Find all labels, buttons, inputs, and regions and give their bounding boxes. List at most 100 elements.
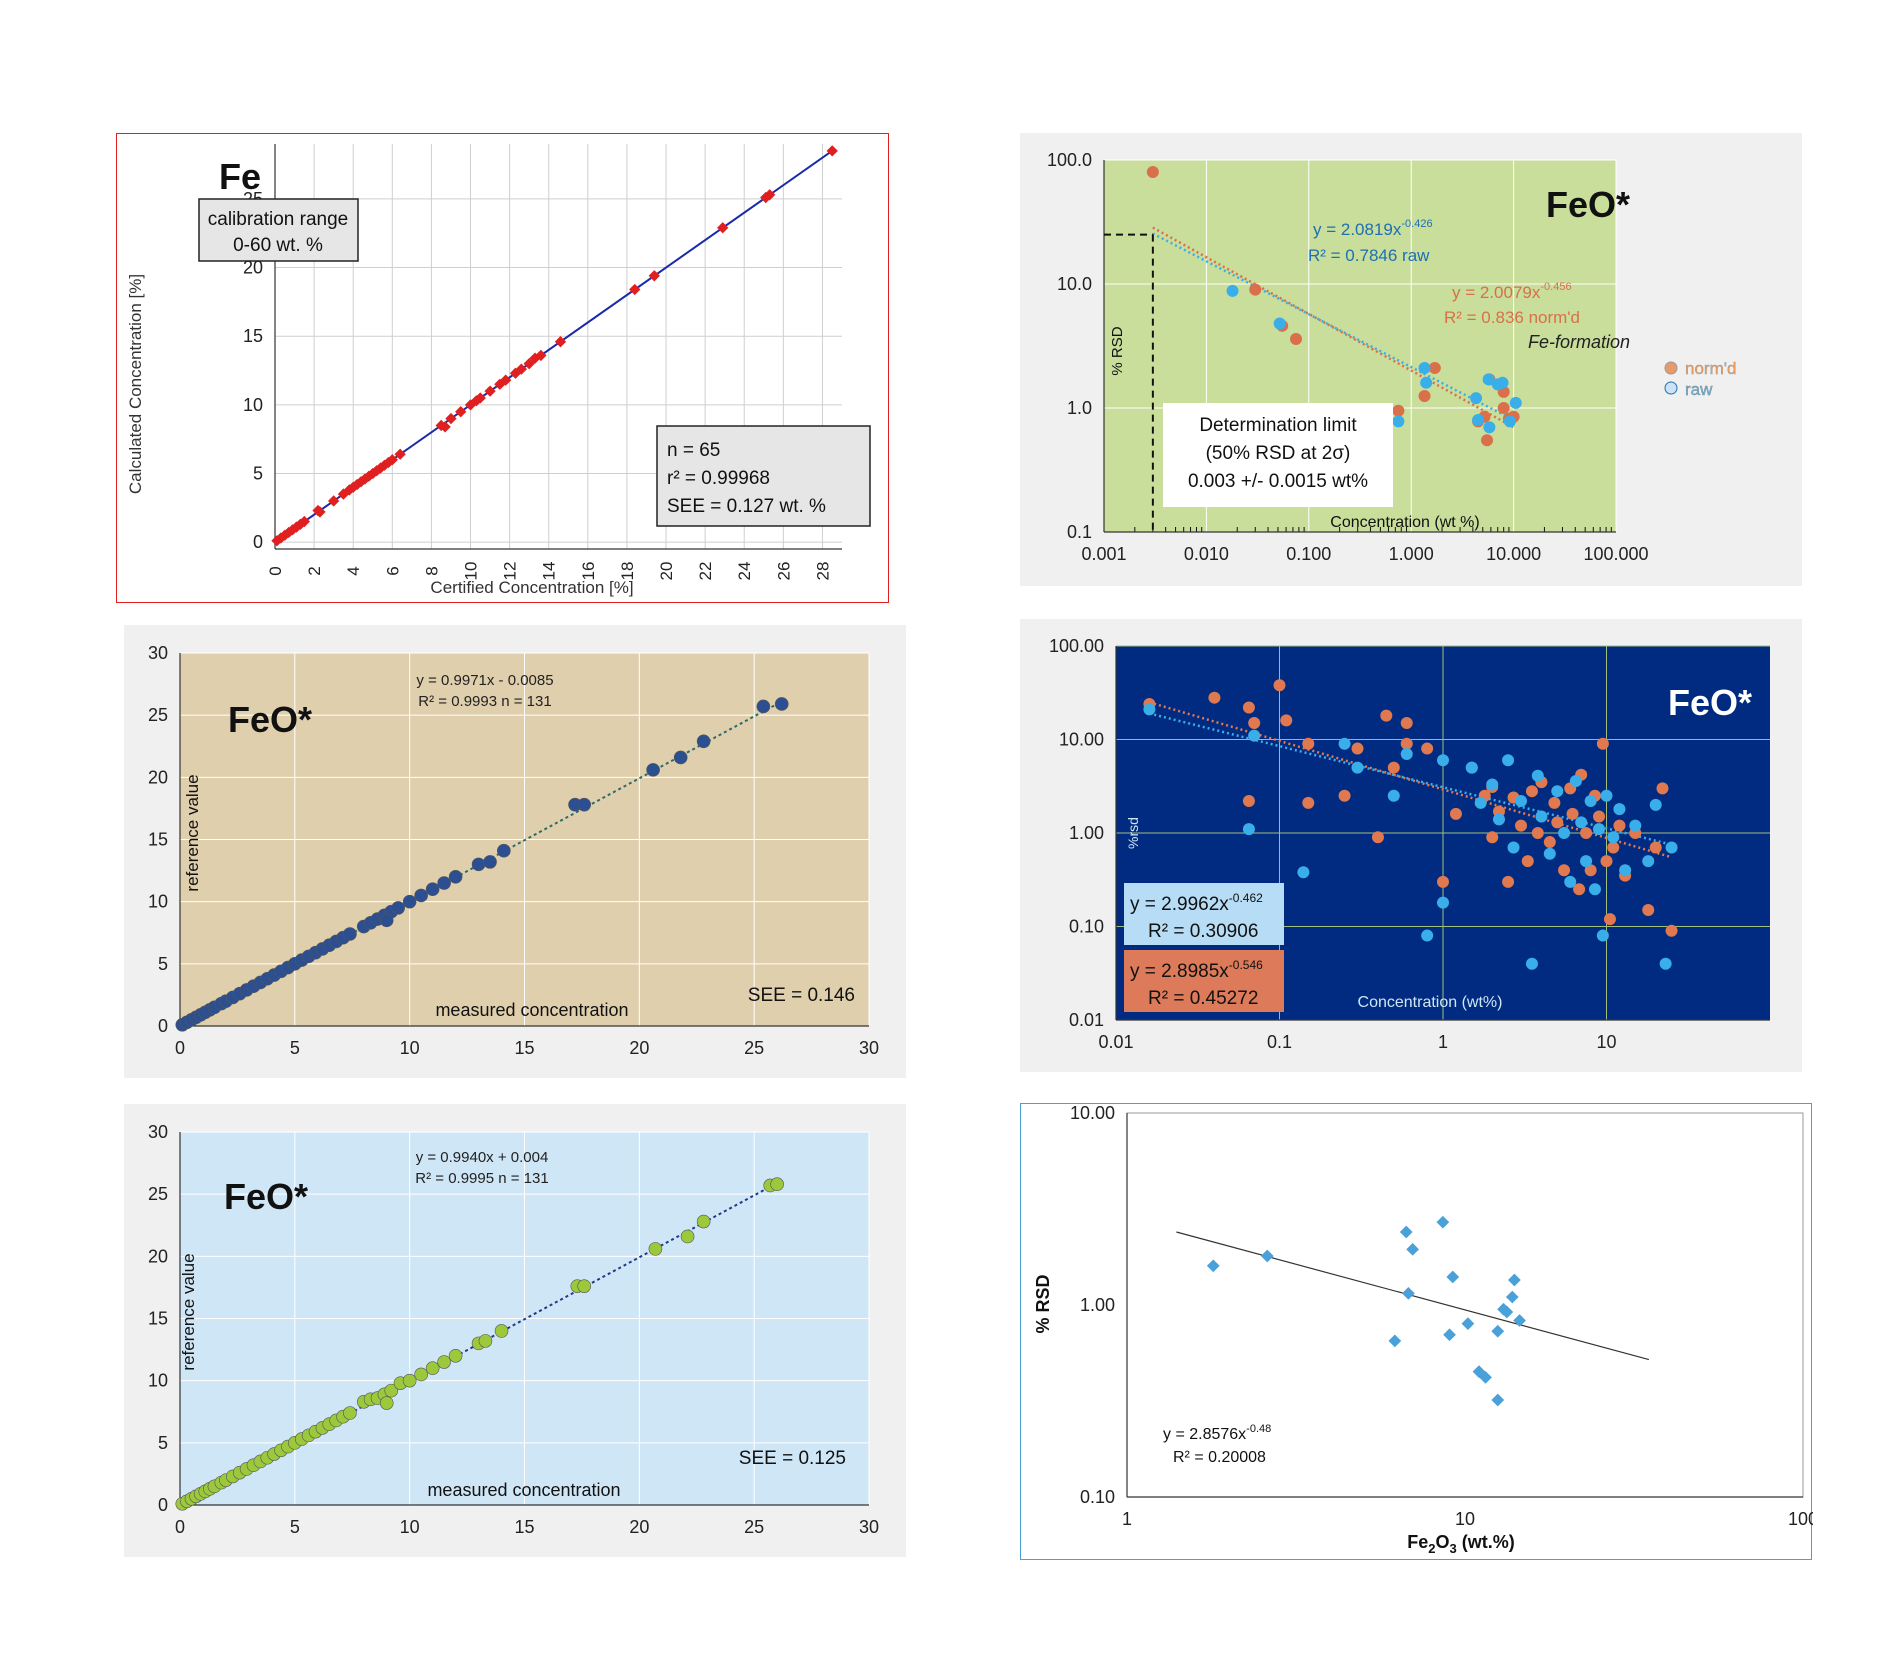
limit-line-2: (50% RSD at 2σ) — [1206, 443, 1351, 464]
raw-point — [1584, 794, 1597, 807]
normd-point — [1437, 875, 1449, 888]
normd-point — [1421, 742, 1434, 755]
x-tick-label: 5 — [290, 1038, 300, 1058]
normd-point — [1558, 864, 1571, 877]
normd-point — [1521, 855, 1534, 868]
x-tick-label: 2 — [305, 566, 324, 575]
data-point — [425, 882, 440, 897]
raw-point — [1470, 392, 1483, 405]
raw-point — [1569, 774, 1582, 787]
raw-point — [1400, 747, 1413, 760]
data-point — [484, 385, 496, 397]
normd-point — [1400, 737, 1413, 750]
y-axis-label: reference value — [183, 774, 202, 891]
y-tick-label: 0.10 — [1080, 1487, 1115, 1507]
normd-point — [1566, 807, 1579, 820]
feo-tan-panel: 0 5 10 15 20 25 30 0 5 10 15 20 25 30 FeO* y = 0.9971… — [124, 625, 906, 1078]
see-label: SEE = 0.125 — [739, 1448, 846, 1469]
y-tick-label: 15 — [148, 1309, 168, 1329]
y-axis-label: % RSD — [1109, 326, 1126, 375]
x-tick-label: 0 — [175, 1038, 185, 1058]
normd-point — [1502, 875, 1515, 888]
raw-point — [1226, 284, 1239, 297]
x-axis-label: measured concentration — [427, 1480, 620, 1500]
normd-point — [1249, 283, 1262, 296]
raw-point — [1593, 823, 1606, 836]
x-tick-label: 10 — [462, 562, 481, 581]
raw-point — [1392, 415, 1405, 428]
raw-point — [1502, 754, 1515, 767]
normd-point — [1600, 855, 1613, 868]
y-tick-label: 10 — [148, 892, 168, 912]
stats-r2: r² = 0.99968 — [667, 468, 770, 489]
y-tick-label: 1.0 — [1067, 398, 1092, 418]
data-point — [445, 412, 457, 425]
data-point — [394, 448, 406, 460]
raw-point — [1483, 421, 1496, 434]
data-point — [471, 857, 486, 872]
normd-point — [1290, 333, 1303, 346]
normd-point — [1551, 816, 1564, 829]
raw-point — [1551, 785, 1564, 798]
normd-point — [1351, 742, 1364, 755]
data-point — [523, 358, 535, 370]
data-point — [680, 1229, 695, 1244]
normd-point — [1580, 827, 1593, 839]
data-point — [327, 495, 340, 507]
data-point — [425, 1361, 440, 1376]
x-tick-label: 100 — [1788, 1509, 1813, 1529]
normd-point — [1449, 807, 1462, 820]
data-point — [448, 1349, 463, 1363]
trend-line — [179, 1182, 778, 1506]
y-tick-label: 30 — [148, 643, 168, 663]
x-tick-label: 10 — [1596, 1032, 1616, 1052]
data-point — [483, 855, 497, 869]
x-axis-label: measured concentration — [435, 1000, 628, 1020]
y-tick-label: 25 — [148, 705, 168, 725]
stats-see: SEE = 0.127 wt. % — [667, 496, 826, 517]
x-tick-label: 0 — [175, 1517, 185, 1537]
x-tick-label: 15 — [514, 1038, 534, 1058]
data-point — [1406, 1242, 1420, 1256]
normd-point — [1543, 836, 1556, 849]
normd-point — [1531, 827, 1544, 839]
data-point — [386, 454, 398, 466]
fe2o3-rsd-panel: 1 10 100 0.10 1.00 10.00 y = 2.8576x-0.48 R² … — [1020, 1103, 1818, 1560]
normd-point — [1596, 737, 1609, 750]
raw-point — [1535, 810, 1548, 823]
calibration-range-box — [198, 198, 359, 262]
y-tick-label: 5 — [253, 463, 263, 483]
data-point — [554, 336, 567, 348]
y-tick-label: 15 — [148, 830, 168, 850]
raw-point — [1642, 855, 1655, 868]
y-tick-label: 0 — [158, 1495, 168, 1515]
data-point — [770, 1177, 784, 1192]
data-point — [629, 283, 641, 296]
x-tick-label: 10 — [1455, 1509, 1475, 1529]
feo-rsd-green-chart: 0.001 0.010 0.100 1.000 10.000 100.000 0.1 1.0 1… — [1047, 150, 1737, 564]
raw-equation: y = 2.0819x-0.426 — [1313, 218, 1433, 239]
x-tick-label: 10 — [400, 1038, 420, 1058]
normd-point — [1642, 904, 1655, 917]
raw-point — [1242, 823, 1255, 836]
feo-blue-chart: 0 5 10 15 20 25 30 0 5 10 15 20 25 30 FeO* y = 0.9940… — [148, 1122, 879, 1537]
x-tick-label: 28 — [813, 562, 832, 581]
data-point — [535, 349, 547, 362]
y-tick-label: 1.00 — [1069, 823, 1104, 843]
x-tick-label: 22 — [696, 562, 715, 581]
normd-point — [1607, 841, 1620, 854]
y-tick-label: 0 — [158, 1016, 168, 1036]
normd-point — [1248, 717, 1261, 730]
normd-r2: R² = 0.836 norm'd — [1444, 308, 1580, 327]
normd-point — [1146, 166, 1159, 179]
normd-point — [1371, 831, 1384, 844]
chart-title: FeO* — [1546, 184, 1630, 225]
data-point — [1402, 1286, 1415, 1300]
feo-rsd-navy-panel: 0.01 0.1 1 10 0.01 0.10 1.00 10.00 100.00 FeO* y… — [1020, 619, 1802, 1072]
raw-point — [1338, 737, 1351, 750]
x-tick-label: 10.000 — [1486, 544, 1541, 564]
normd-trend-line — [1149, 701, 1672, 859]
calibration-range-line-2: 0-60 wt. % — [233, 235, 323, 256]
data-point — [696, 1214, 711, 1229]
y-tick-label: 10.0 — [1057, 274, 1092, 294]
